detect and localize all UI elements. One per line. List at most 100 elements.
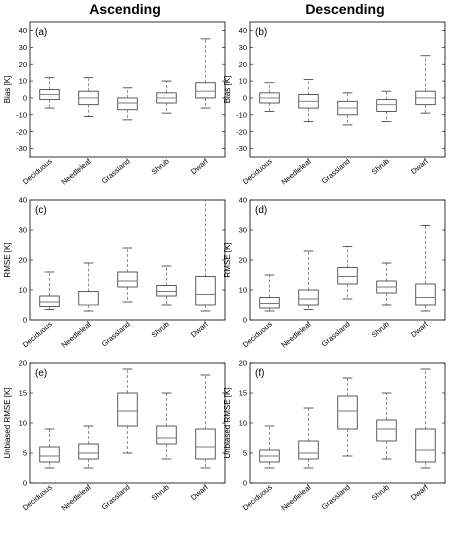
box-iqr xyxy=(337,395,358,430)
box-shrub xyxy=(156,265,177,306)
y-tick-label: 10 xyxy=(19,77,27,86)
y-tick-label: 0 xyxy=(243,479,247,488)
box-needleleaf xyxy=(298,250,319,310)
box-deciduous xyxy=(259,274,280,312)
box-iqr xyxy=(259,297,280,309)
box-needleleaf xyxy=(78,77,99,117)
box-grassland xyxy=(117,368,138,454)
axes-frame xyxy=(249,21,446,158)
y-tick-label: -30 xyxy=(16,144,27,153)
box-needleleaf xyxy=(298,78,319,122)
box-shrub xyxy=(376,392,397,460)
box-iqr xyxy=(337,267,358,285)
box-iqr xyxy=(415,283,436,306)
y-tick-label: 30 xyxy=(239,226,247,235)
y-tick-label: 30 xyxy=(239,43,247,52)
x-tick-label: Grassland xyxy=(320,320,352,349)
box-iqr xyxy=(78,291,99,306)
x-tick-label: Deciduous xyxy=(21,156,54,186)
x-tick-label: Shrub xyxy=(370,483,391,503)
panel-a: -30 -20 -10 0 10 20 30 40 Bias [K] (a) Deciduous Ne… xyxy=(3,21,226,187)
x-tick-label: Needleleaf xyxy=(60,156,94,187)
y-tick-label: -10 xyxy=(236,110,247,119)
y-tick-label: 30 xyxy=(19,226,27,235)
y-tick-label: 15 xyxy=(239,389,247,398)
x-tick-label: Shrub xyxy=(370,157,391,177)
y-tick-label: 40 xyxy=(239,196,247,205)
box-grassland xyxy=(337,377,358,457)
x-tick-label: Dwarf xyxy=(409,319,430,339)
y-tick-label: 10 xyxy=(239,419,247,428)
box-deciduous xyxy=(39,271,60,310)
axes-frame xyxy=(29,21,226,158)
box-grassland xyxy=(337,92,358,126)
x-tick-label: Needleleaf xyxy=(60,482,94,513)
box-dwarf xyxy=(195,374,216,469)
box-iqr xyxy=(117,97,138,111)
y-axis-label: RMSE [K] xyxy=(3,242,12,277)
y-tick-label: 30 xyxy=(19,43,27,52)
x-tick-label: Needleleaf xyxy=(280,482,314,513)
y-tick-label: 20 xyxy=(239,60,247,69)
box-iqr xyxy=(117,392,138,427)
panel-label: (c) xyxy=(35,205,47,216)
panel-label: (e) xyxy=(35,368,47,379)
box-iqr xyxy=(195,82,216,99)
box-iqr xyxy=(195,428,216,460)
box-deciduous xyxy=(259,82,280,112)
box-iqr xyxy=(415,428,436,463)
panel-label: (b) xyxy=(255,27,267,38)
y-tick-label: 10 xyxy=(19,286,27,295)
x-tick-label: Grassland xyxy=(100,157,132,186)
y-tick-label: 10 xyxy=(19,419,27,428)
panel-b: -30 -20 -10 0 10 20 30 40 Bias [K] (b) Deciduous Ne… xyxy=(223,21,446,187)
box-iqr xyxy=(298,289,319,306)
column-title-ascending: Ascending xyxy=(89,1,161,17)
x-tick-label: Needleleaf xyxy=(280,156,314,187)
box-iqr xyxy=(117,271,138,288)
box-shrub xyxy=(156,80,177,114)
box-iqr xyxy=(78,443,99,460)
y-tick-label: 5 xyxy=(243,449,247,458)
box-dwarf xyxy=(415,368,436,469)
box-grassland xyxy=(117,87,138,121)
y-axis-label: Unbiased RMSE [K] xyxy=(223,387,232,458)
box-dwarf xyxy=(195,38,216,109)
y-axis-label: Unbiased RMSE [K] xyxy=(3,387,12,458)
x-tick-label: Grassland xyxy=(100,320,132,349)
x-tick-label: Deciduous xyxy=(241,156,274,186)
box-iqr xyxy=(376,419,397,442)
x-tick-label: Needleleaf xyxy=(280,319,314,350)
y-tick-label: -30 xyxy=(236,144,247,153)
y-tick-label: -10 xyxy=(16,110,27,119)
y-tick-label: 15 xyxy=(19,389,27,398)
y-tick-label: -20 xyxy=(236,127,247,136)
box-iqr xyxy=(39,295,60,307)
box-iqr xyxy=(376,99,397,112)
y-tick-label: 40 xyxy=(19,26,27,35)
panel-label: (a) xyxy=(35,27,47,38)
y-tick-label: -20 xyxy=(16,127,27,136)
box-dwarf xyxy=(415,225,436,312)
panel-label: (d) xyxy=(255,205,267,216)
box-iqr xyxy=(39,446,60,463)
x-tick-label: Grassland xyxy=(100,483,132,512)
x-tick-label: Dwarf xyxy=(189,482,210,502)
y-tick-label: 20 xyxy=(239,359,247,368)
box-needleleaf xyxy=(78,425,99,469)
x-tick-label: Shrub xyxy=(370,320,391,340)
y-tick-label: 20 xyxy=(19,256,27,265)
x-tick-label: Dwarf xyxy=(409,482,430,502)
y-tick-label: 20 xyxy=(19,359,27,368)
box-shrub xyxy=(376,262,397,306)
x-tick-label: Dwarf xyxy=(409,156,430,176)
y-tick-label: 5 xyxy=(23,449,27,458)
box-dwarf xyxy=(195,199,216,312)
box-deciduous xyxy=(39,428,60,469)
x-tick-label: Shrub xyxy=(150,483,171,503)
y-tick-label: 10 xyxy=(239,286,247,295)
